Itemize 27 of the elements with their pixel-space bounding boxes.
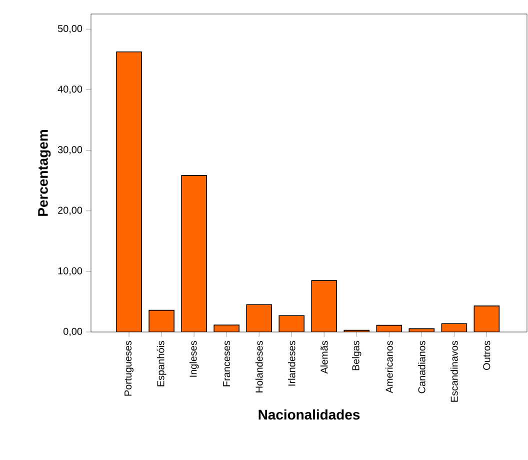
x-tick-label: Outros: [483, 340, 490, 370]
bar: [279, 316, 304, 332]
x-tick-label: Espanhóis: [156, 340, 166, 386]
bar: [182, 175, 207, 332]
y-tick-label: 40,00: [58, 86, 82, 94]
bar: [246, 304, 272, 332]
x-tick-label: Canadianos: [418, 340, 426, 394]
y-axis-title: Percentagem: [38, 130, 51, 216]
x-tick-label: Alemãs: [320, 340, 328, 374]
y-tick-label: 0,00: [63, 328, 82, 336]
bar: [116, 52, 142, 332]
x-tick-label: Holandeses: [255, 340, 263, 392]
y-tick-label: 50,00: [58, 25, 82, 34]
y-tick-label: 20,00: [58, 206, 82, 215]
x-axis-title: Nacionalidades: [258, 409, 360, 420]
y-tick-label: 10,00: [58, 267, 82, 276]
bar: [474, 306, 500, 332]
y-tick-label: 30,00: [58, 146, 82, 154]
x-tick-label: Irlandeses: [288, 340, 296, 386]
x-tick-label: Belgas: [352, 340, 362, 370]
x-tick-label: Escandinavos: [450, 340, 458, 402]
x-tick-label: Portugueses: [124, 340, 134, 396]
x-tick-label: Americanos: [385, 340, 393, 394]
bar: [149, 310, 174, 332]
bar: [312, 280, 337, 332]
x-tick-label: Franceses: [223, 340, 230, 386]
x-tick-label: Ingleses: [189, 340, 199, 377]
